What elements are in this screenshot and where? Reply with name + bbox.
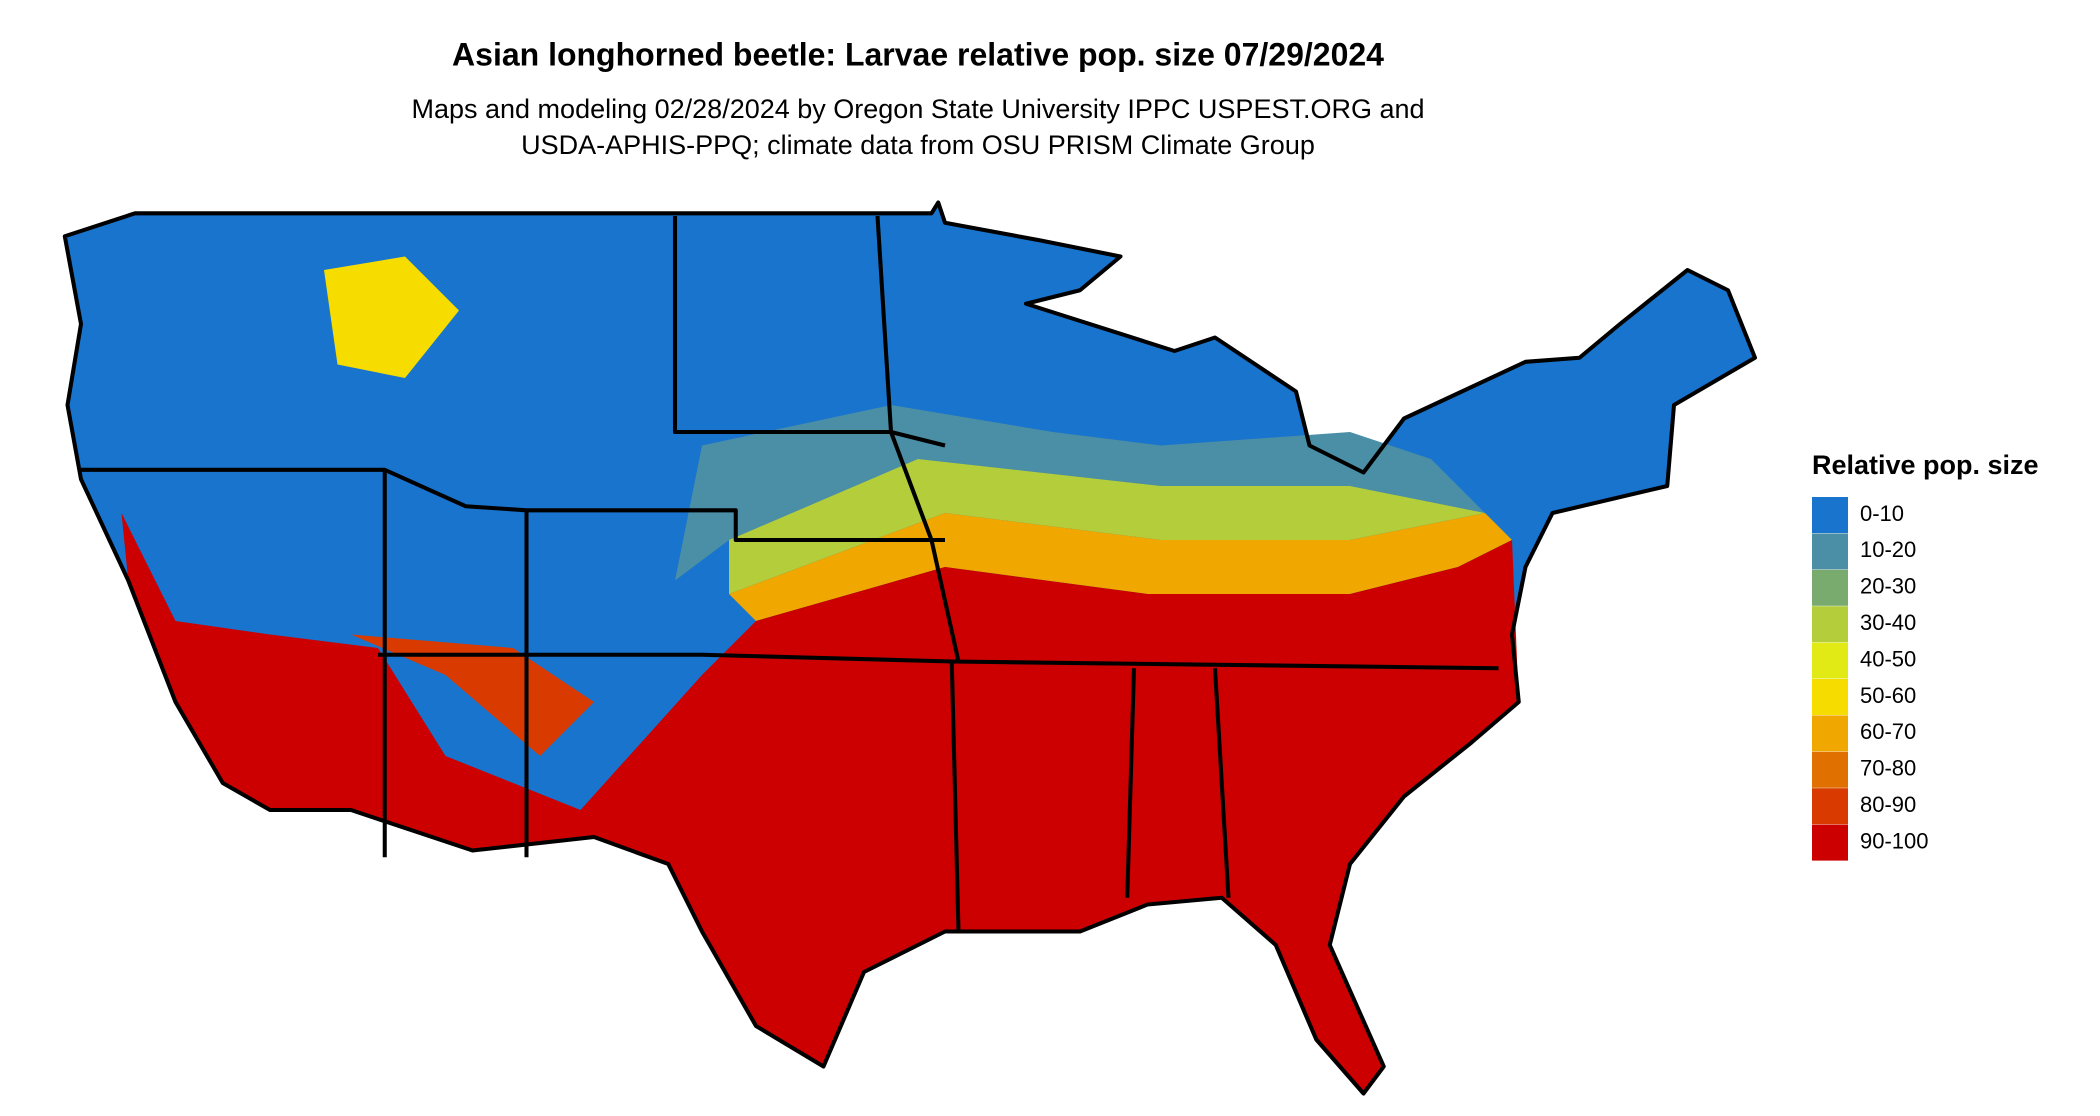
region-high	[121, 513, 1519, 1094]
legend-label: 0-10	[1860, 501, 1904, 526]
state-border	[378, 652, 1499, 671]
legend-swatch	[1812, 497, 1848, 533]
legend-swatch	[1812, 606, 1848, 643]
legend-swatch	[1812, 715, 1848, 752]
region-50-60	[324, 256, 459, 378]
legend-label: 40-50	[1860, 646, 1916, 671]
us-map	[62, 200, 1758, 1096]
state-border	[875, 215, 961, 662]
legend-title: Relative pop. size	[1812, 450, 2039, 480]
region-10-20	[675, 405, 1485, 581]
legend-label: 60-70	[1860, 719, 1916, 744]
legend-swatch	[1812, 569, 1848, 606]
us-outline	[62, 200, 1758, 1096]
state-border	[949, 661, 961, 932]
legend-swatch	[1812, 824, 1848, 861]
state-border	[672, 216, 946, 448]
legend-label: 90-100	[1860, 828, 1929, 853]
legend-label: 70-80	[1860, 756, 1916, 781]
legend-label: 50-60	[1860, 683, 1916, 708]
legend-label: 80-90	[1860, 792, 1916, 817]
legend-swatch	[1812, 533, 1848, 570]
legend-swatch	[1812, 788, 1848, 825]
state-border	[1125, 668, 1137, 898]
legend-swatch	[1812, 679, 1848, 715]
legend-label: 10-20	[1860, 537, 1916, 562]
map-subtitle: Maps and modeling 02/28/2024 by Oregon S…	[411, 94, 1424, 124]
map-title: Asian longhorned beetle: Larvae relative…	[452, 36, 1384, 72]
state-border	[1212, 668, 1231, 898]
legend: 0-10 10-20 20-30 30-40 40-50 50-60 60-70 70-80 8…	[1812, 497, 1929, 861]
map-subtitle: USDA-APHIS-PPQ; climate data from OSU PR…	[521, 130, 1315, 160]
legend-swatch	[1812, 751, 1848, 788]
region-30-40	[729, 459, 1485, 594]
legend-swatch	[1812, 642, 1848, 679]
region-80-90	[351, 634, 594, 756]
legend-label: 30-40	[1860, 610, 1916, 635]
legend-label: 20-30	[1860, 574, 1916, 599]
